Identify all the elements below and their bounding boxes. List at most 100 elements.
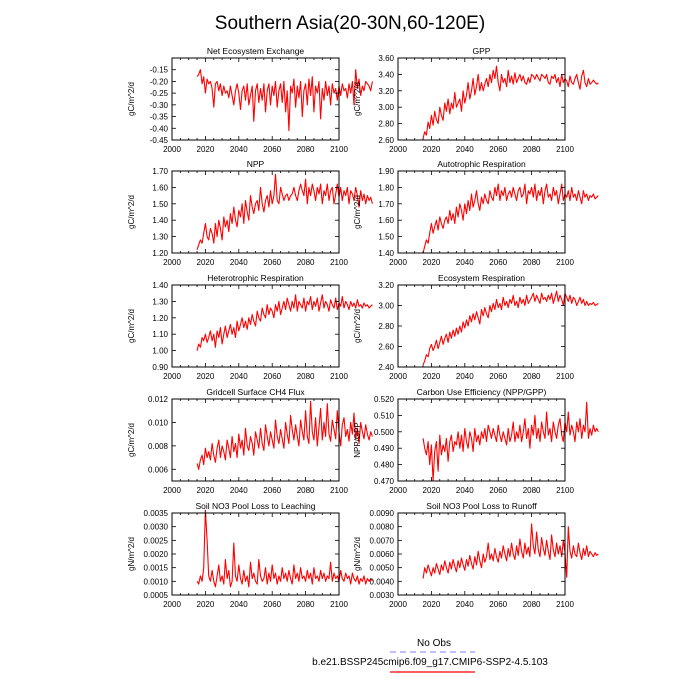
y-tick-label: 3.20 bbox=[378, 281, 394, 290]
y-tick-label: 0.510 bbox=[374, 411, 395, 420]
x-tick-label: 2080 bbox=[523, 486, 541, 495]
x-tick-label: 2040 bbox=[456, 258, 474, 267]
y-tick-label: 3.60 bbox=[378, 54, 394, 63]
x-tick-label: 2080 bbox=[297, 372, 315, 381]
x-tick-label: 2040 bbox=[230, 486, 248, 495]
x-tick-label: 2040 bbox=[230, 372, 248, 381]
y-tick-label: 1.10 bbox=[152, 330, 168, 339]
x-tick-label: 2040 bbox=[230, 600, 248, 609]
y-tick-label: 0.0050 bbox=[370, 564, 395, 573]
x-tick-label: 2000 bbox=[389, 600, 407, 609]
x-tick-label: 2100 bbox=[330, 486, 348, 495]
x-tick-label: 2040 bbox=[456, 486, 474, 495]
x-tick-label: 2040 bbox=[456, 372, 474, 381]
x-tick-label: 2060 bbox=[489, 145, 507, 154]
y-axis-label: gC/m^2/d bbox=[353, 309, 362, 343]
y-tick-label: -0.45 bbox=[150, 136, 169, 145]
x-tick-label: 2100 bbox=[556, 372, 574, 381]
y-tick-label: -0.25 bbox=[150, 89, 169, 98]
chart-panel: 2000 2020 2040 2060 2080 2100 -0.45 -0.40 -0.35 -… bbox=[127, 46, 373, 154]
y-axis-label: gN/m^2/d bbox=[127, 537, 136, 571]
x-tick-label: 2060 bbox=[263, 258, 281, 267]
y-tick-label: 1.50 bbox=[152, 200, 168, 209]
x-tick-label: 2080 bbox=[297, 145, 315, 154]
y-tick-label: 0.90 bbox=[152, 363, 168, 372]
y-tick-label: 0.0030 bbox=[144, 523, 169, 532]
y-tick-label: 0.012 bbox=[148, 395, 169, 404]
x-tick-label: 2040 bbox=[230, 258, 248, 267]
y-tick-label: -0.20 bbox=[150, 77, 169, 86]
y-tick-label: 0.0030 bbox=[370, 591, 395, 600]
series-line bbox=[196, 400, 373, 470]
x-tick-label: 2040 bbox=[456, 600, 474, 609]
y-tick-label: 0.0080 bbox=[370, 523, 395, 532]
panel-title: Soil NO3 Pool Loss to Runoff bbox=[426, 501, 537, 511]
y-tick-label: 0.0020 bbox=[144, 550, 169, 559]
chart-panel: 2000 2020 2040 2060 2080 2100 0.470 0.480 0.490 0… bbox=[353, 387, 599, 495]
x-tick-label: 2000 bbox=[163, 258, 181, 267]
panel-title: NPP bbox=[247, 159, 265, 169]
x-tick-label: 2080 bbox=[297, 258, 315, 267]
y-tick-label: 1.20 bbox=[152, 314, 168, 323]
panel-title: Heterotrophic Respiration bbox=[207, 273, 304, 283]
chart-panel: 2000 2020 2040 2060 2080 2100 0.90 1.00 1.10 1.20… bbox=[127, 273, 373, 381]
y-tick-label: 3.20 bbox=[378, 87, 394, 96]
x-tick-label: 2080 bbox=[523, 258, 541, 267]
legend-model-label: b.e21.BSSP245cmip6.f09_g17.CMIP6-SSP2-4.… bbox=[312, 657, 548, 668]
y-tick-label: 3.00 bbox=[378, 302, 394, 311]
chart-panel: 2000 2020 2040 2060 2080 2100 0.006 0.008 0.010 0… bbox=[127, 387, 373, 495]
x-tick-label: 2060 bbox=[489, 258, 507, 267]
y-tick-label: 1.90 bbox=[378, 167, 394, 176]
panel-title: Soil NO3 Pool Loss to Leaching bbox=[195, 501, 315, 511]
x-tick-label: 2000 bbox=[389, 372, 407, 381]
y-tick-label: 0.490 bbox=[374, 444, 395, 453]
panel-title: Net Ecosystem Exchange bbox=[207, 46, 305, 56]
x-tick-label: 2060 bbox=[263, 600, 281, 609]
chart-panel: 2000 2020 2040 2060 2080 2100 1.40 1.50 1.60 1.70… bbox=[353, 159, 599, 267]
x-tick-label: 2020 bbox=[423, 145, 441, 154]
y-tick-label: 1.80 bbox=[378, 183, 394, 192]
y-tick-label: 1.40 bbox=[152, 216, 168, 225]
panel-title: Autotrophic Respiration bbox=[437, 159, 526, 169]
y-axis-label: gC/m^2/d bbox=[127, 82, 136, 116]
x-tick-label: 2100 bbox=[330, 600, 348, 609]
y-axis-label: gC/m^2/d bbox=[127, 195, 136, 229]
y-tick-label: 0.0015 bbox=[144, 564, 169, 573]
x-tick-label: 2060 bbox=[263, 486, 281, 495]
x-tick-label: 2100 bbox=[556, 145, 574, 154]
x-tick-label: 2020 bbox=[423, 486, 441, 495]
page-title: Southern Asia(20-30N,60-120E) bbox=[215, 13, 485, 34]
y-tick-label: 0.0090 bbox=[370, 509, 395, 518]
chart-panel: 2000 2020 2040 2060 2080 2100 1.20 1.30 1.40 1.50… bbox=[127, 159, 373, 267]
x-tick-label: 2080 bbox=[297, 486, 315, 495]
x-tick-label: 2020 bbox=[197, 258, 215, 267]
panel-title: GPP bbox=[473, 46, 491, 56]
x-tick-label: 2000 bbox=[389, 145, 407, 154]
chart-panel: 2000 2020 2040 2060 2080 2100 0.0030 0.0040 0.00… bbox=[353, 501, 599, 609]
panel-title: Carbon Use Efficiency (NPP/GPP) bbox=[417, 387, 547, 397]
y-tick-label: -0.15 bbox=[150, 66, 169, 75]
y-tick-label: 0.0040 bbox=[370, 577, 395, 586]
y-tick-label: 1.30 bbox=[152, 297, 168, 306]
series-line bbox=[196, 509, 373, 588]
y-tick-label: 2.60 bbox=[378, 343, 394, 352]
x-tick-label: 2100 bbox=[556, 258, 574, 267]
y-tick-label: 0.0035 bbox=[144, 509, 169, 518]
x-tick-label: 2000 bbox=[163, 600, 181, 609]
x-tick-label: 2000 bbox=[163, 372, 181, 381]
chart-panel: 2000 2020 2040 2060 2080 2100 0.0005 0.0010 0.00… bbox=[127, 501, 373, 609]
y-tick-label: 1.70 bbox=[378, 200, 394, 209]
series-line bbox=[422, 523, 599, 579]
y-tick-label: 2.40 bbox=[378, 363, 394, 372]
y-tick-label: 0.470 bbox=[374, 477, 395, 486]
y-tick-label: 1.60 bbox=[152, 183, 168, 192]
y-tick-label: 0.006 bbox=[148, 465, 169, 474]
y-tick-label: 0.0025 bbox=[144, 536, 169, 545]
y-tick-label: 1.20 bbox=[152, 249, 168, 258]
y-axis-label: gC/m^2/d bbox=[353, 82, 362, 116]
series-line bbox=[196, 173, 373, 250]
y-tick-label: 1.00 bbox=[152, 347, 168, 356]
x-tick-label: 2080 bbox=[523, 372, 541, 381]
chart-panel: 2000 2020 2040 2060 2080 2100 2.40 2.60 2.80 3.00… bbox=[353, 273, 599, 381]
